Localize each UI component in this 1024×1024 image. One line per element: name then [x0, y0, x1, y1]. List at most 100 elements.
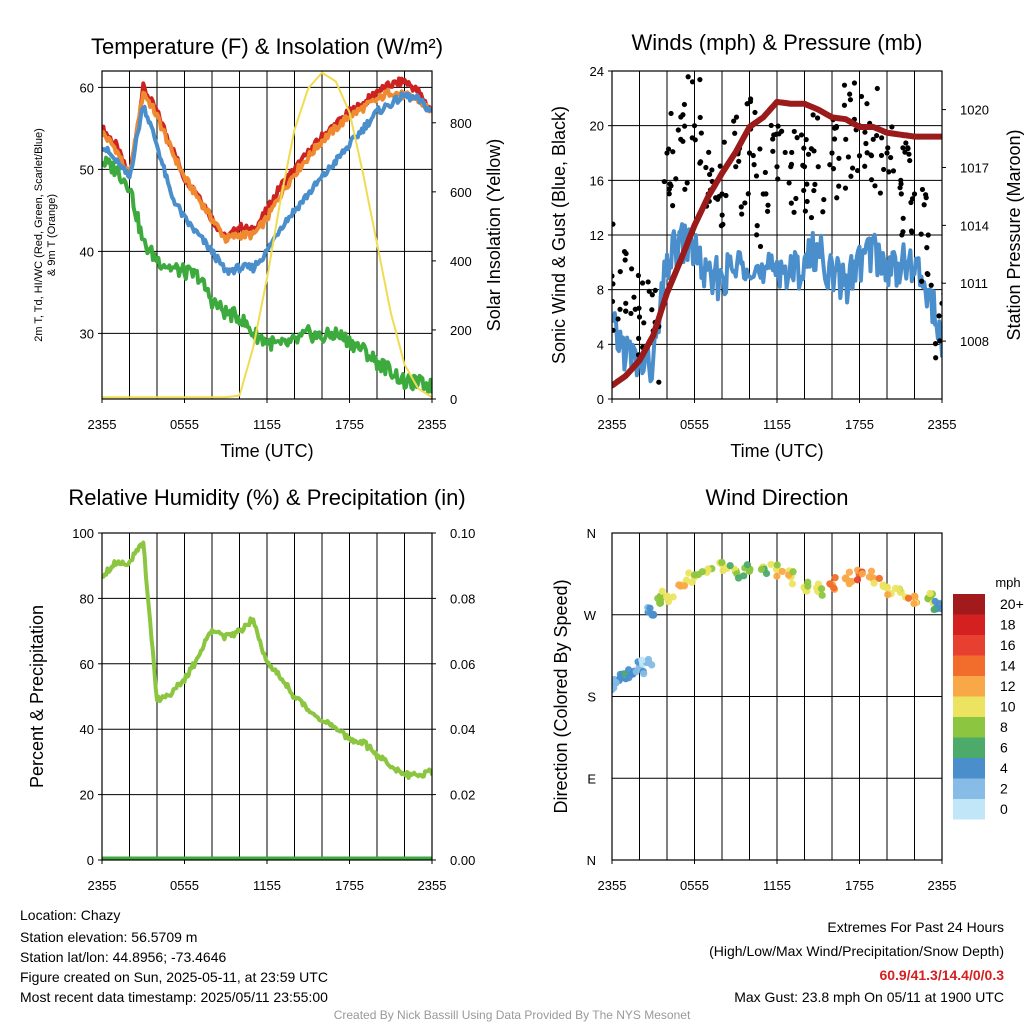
direction-point [875, 574, 883, 583]
y2-tick-label: 0.04 [450, 722, 475, 737]
gust-point [898, 181, 904, 187]
y-tick-label: 16 [590, 173, 604, 188]
x-tick-label: 1755 [335, 878, 364, 893]
direction-point [757, 565, 766, 573]
x-tick-label: 0555 [170, 878, 199, 893]
gust-point [877, 190, 883, 196]
legend-swatch [953, 676, 985, 697]
direction-point [612, 679, 620, 687]
x-tick-label: 2355 [928, 878, 957, 893]
direction-point [767, 560, 775, 569]
gust-point [782, 149, 788, 156]
direction-point [640, 670, 648, 678]
gust-point [898, 191, 904, 197]
gust-point [664, 150, 670, 156]
gust-point [604, 238, 609, 243]
gust-point [732, 130, 738, 136]
direction-point [644, 655, 653, 664]
gust-point [670, 203, 676, 209]
gust-point [939, 300, 942, 306]
gust-point [636, 314, 643, 320]
gust-point [680, 138, 686, 144]
gust-point [858, 93, 865, 100]
gust-point [856, 153, 863, 159]
gust-point [673, 176, 679, 182]
gust-point [847, 91, 853, 97]
y2-tick-label: 400 [450, 254, 472, 269]
direction-point [910, 592, 919, 601]
direction-point [685, 569, 693, 577]
direction-point [935, 599, 942, 608]
y2-tick-label: 1020 [960, 103, 989, 118]
chart-title: Wind Direction [705, 485, 848, 510]
gust-point [832, 125, 838, 131]
gust-point [831, 136, 838, 142]
direction-point [830, 584, 838, 592]
gust-point [881, 166, 887, 173]
legend-label: 18 [1000, 617, 1016, 633]
gust-point [721, 139, 727, 145]
y2-tick-label: 200 [450, 323, 472, 338]
gust-point [753, 173, 760, 179]
y2-tick-label: 800 [450, 116, 472, 131]
gust-point [762, 169, 768, 176]
x-tick-label: 0555 [170, 417, 199, 432]
x-tick-label: 1755 [845, 878, 874, 893]
gust-point [815, 164, 821, 170]
gust-point [615, 316, 621, 322]
series-line [102, 76, 432, 243]
legend-swatch [953, 696, 985, 717]
plot-area [102, 540, 432, 860]
gust-point [808, 146, 814, 152]
gust-point [804, 181, 810, 187]
y2-tick-label: 1011 [960, 276, 988, 291]
y2-axis-label: Station Pressure (Maroon) [1004, 129, 1024, 340]
gust-point [886, 169, 892, 175]
legend-swatch [953, 737, 985, 758]
gust-point [612, 298, 616, 305]
y-tick-label: 80 [80, 591, 94, 606]
gust-point [776, 131, 782, 137]
direction-point [698, 568, 706, 576]
gust-point [889, 124, 895, 130]
gust-point [652, 287, 658, 293]
gust-point [851, 80, 858, 86]
gust-point [709, 167, 715, 173]
y-tick-label: 12 [590, 228, 604, 243]
direction-point [743, 561, 751, 569]
gust-point [754, 223, 760, 229]
gust-point [811, 187, 817, 194]
gust-point [739, 211, 745, 217]
extremes-values: 60.9/41.3/14.4/0/0.3 [879, 967, 1004, 983]
gust-point [666, 191, 672, 197]
legend-label: 20+ [1000, 596, 1024, 612]
gust-point [803, 136, 809, 143]
gust-point [765, 202, 771, 208]
y-tick-label: 0 [87, 853, 94, 868]
gust-point [621, 249, 628, 255]
direction-point [818, 591, 826, 599]
speed-legend: mph 20+ 18 16 14 12 10 8 6 4 2 0 [953, 575, 1024, 820]
direction-point [658, 587, 666, 595]
gust-point [736, 158, 742, 164]
gust-point [848, 173, 854, 179]
gust-point [900, 215, 906, 221]
gust-point [820, 209, 826, 215]
direction-point [817, 585, 826, 593]
gust-point [905, 145, 911, 152]
y-tick-label: W [584, 608, 597, 623]
gust-point [789, 149, 795, 156]
x-tick-label: 1155 [253, 417, 281, 432]
legend-swatch [953, 799, 985, 820]
gust-point [945, 251, 950, 256]
x-tick-label: 2355 [418, 417, 447, 432]
gust-point [937, 338, 942, 344]
extremes-title: Extremes For Past 24 Hours [827, 919, 1004, 935]
y-tick-label: 60 [80, 80, 94, 95]
gust-point [923, 192, 929, 198]
elevation-text: Station elevation: 56.5709 m [20, 929, 198, 945]
series-line [102, 155, 432, 394]
gust-point [771, 132, 777, 138]
gust-point [862, 129, 868, 135]
